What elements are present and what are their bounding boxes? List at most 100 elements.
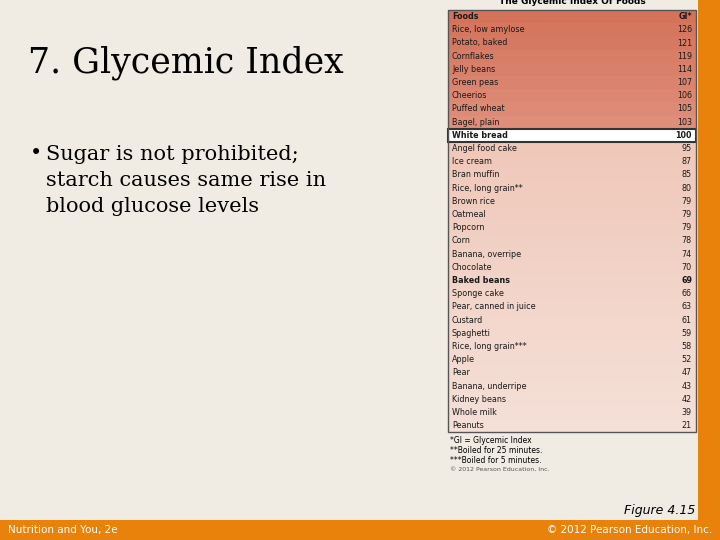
Text: 78: 78 xyxy=(682,237,692,246)
Bar xyxy=(698,0,720,540)
Text: 21: 21 xyxy=(682,421,692,430)
Text: Nutrition and You, 2e: Nutrition and You, 2e xyxy=(8,525,117,535)
Text: Angel food cake: Angel food cake xyxy=(452,144,517,153)
Text: Cheerios: Cheerios xyxy=(452,91,487,100)
Bar xyxy=(448,208,696,221)
Text: 100: 100 xyxy=(675,131,692,140)
Text: Puffed wheat: Puffed wheat xyxy=(452,105,505,113)
Bar xyxy=(448,380,696,393)
Text: 105: 105 xyxy=(677,105,692,113)
Text: 74: 74 xyxy=(682,249,692,259)
Text: Jelly beans: Jelly beans xyxy=(452,65,495,74)
Text: 121: 121 xyxy=(677,38,692,48)
Bar xyxy=(448,103,696,116)
Text: Rice, low amylose: Rice, low amylose xyxy=(452,25,524,35)
Text: Custard: Custard xyxy=(452,316,483,325)
Text: 7. Glycemic Index: 7. Glycemic Index xyxy=(28,45,343,79)
Bar xyxy=(448,314,696,327)
Bar xyxy=(448,129,696,142)
Text: Spaghetti: Spaghetti xyxy=(452,329,491,338)
Text: 85: 85 xyxy=(682,171,692,179)
Bar xyxy=(448,248,696,261)
Text: •: • xyxy=(30,143,42,163)
Text: Pear: Pear xyxy=(452,368,470,377)
Text: GI*: GI* xyxy=(678,12,692,21)
Bar xyxy=(448,50,696,63)
Text: 119: 119 xyxy=(677,52,692,60)
Text: 95: 95 xyxy=(682,144,692,153)
Text: Popcorn: Popcorn xyxy=(452,224,485,232)
Bar xyxy=(448,10,696,433)
Text: Foods: Foods xyxy=(452,12,479,21)
Text: 63: 63 xyxy=(682,302,692,312)
Text: 42: 42 xyxy=(682,395,692,404)
Text: 126: 126 xyxy=(677,25,692,35)
Text: 80: 80 xyxy=(682,184,692,193)
Text: Peanuts: Peanuts xyxy=(452,421,484,430)
Bar xyxy=(448,353,696,367)
Bar xyxy=(448,23,696,36)
Text: 70: 70 xyxy=(682,263,692,272)
Text: 59: 59 xyxy=(682,329,692,338)
Text: 69: 69 xyxy=(681,276,692,285)
Text: Cornflakes: Cornflakes xyxy=(452,52,495,60)
Text: 106: 106 xyxy=(677,91,692,100)
Bar xyxy=(448,129,696,142)
Text: Ice cream: Ice cream xyxy=(452,157,492,166)
Text: Banana, underripe: Banana, underripe xyxy=(452,382,526,391)
Text: 79: 79 xyxy=(682,210,692,219)
Bar xyxy=(448,76,696,89)
Bar xyxy=(448,142,696,155)
Text: Chocolate: Chocolate xyxy=(452,263,492,272)
Text: Bagel, plain: Bagel, plain xyxy=(452,118,500,127)
Bar xyxy=(448,393,696,406)
Bar xyxy=(448,89,696,103)
Bar xyxy=(448,63,696,76)
Bar xyxy=(448,181,696,195)
Bar xyxy=(448,221,696,234)
Text: Kidney beans: Kidney beans xyxy=(452,395,506,404)
Text: Potato, baked: Potato, baked xyxy=(452,38,508,48)
Bar xyxy=(448,327,696,340)
Bar xyxy=(448,234,696,248)
Text: *GI = Glycemic Index: *GI = Glycemic Index xyxy=(450,436,531,446)
Text: Whole milk: Whole milk xyxy=(452,408,497,417)
Bar xyxy=(448,116,696,129)
Bar xyxy=(0,520,720,540)
Text: Brown rice: Brown rice xyxy=(452,197,495,206)
Text: **Boiled for 25 minutes.: **Boiled for 25 minutes. xyxy=(450,447,542,455)
Text: Banana, overripe: Banana, overripe xyxy=(452,249,521,259)
Text: 39: 39 xyxy=(682,408,692,417)
Bar xyxy=(448,274,696,287)
Bar xyxy=(448,168,696,181)
Text: 47: 47 xyxy=(682,368,692,377)
Text: 52: 52 xyxy=(682,355,692,364)
Bar xyxy=(448,406,696,419)
Text: Apple: Apple xyxy=(452,355,475,364)
Bar xyxy=(448,367,696,380)
Text: Rice, long grain**: Rice, long grain** xyxy=(452,184,523,193)
Text: 103: 103 xyxy=(677,118,692,127)
Text: Oatmeal: Oatmeal xyxy=(452,210,487,219)
Bar xyxy=(448,419,696,433)
Text: 66: 66 xyxy=(682,289,692,298)
Text: Pear, canned in juice: Pear, canned in juice xyxy=(452,302,536,312)
Bar xyxy=(448,36,696,50)
Text: 79: 79 xyxy=(682,197,692,206)
Text: 87: 87 xyxy=(682,157,692,166)
Text: 79: 79 xyxy=(682,224,692,232)
Bar xyxy=(448,155,696,168)
Text: Baked beans: Baked beans xyxy=(452,276,510,285)
Text: White bread: White bread xyxy=(452,131,508,140)
Text: The Glycemic Index Of Foods: The Glycemic Index Of Foods xyxy=(499,0,645,6)
Bar xyxy=(448,195,696,208)
Text: Sugar is not prohibited;
starch causes same rise in
blood glucose levels: Sugar is not prohibited; starch causes s… xyxy=(46,145,326,215)
Bar xyxy=(448,300,696,314)
Bar xyxy=(448,287,696,300)
Text: 61: 61 xyxy=(682,316,692,325)
Text: Sponge cake: Sponge cake xyxy=(452,289,504,298)
Bar xyxy=(448,10,696,23)
Text: © 2012 Pearson Education, Inc.: © 2012 Pearson Education, Inc. xyxy=(546,525,712,535)
Text: 114: 114 xyxy=(677,65,692,74)
Text: ***Boiled for 5 minutes.: ***Boiled for 5 minutes. xyxy=(450,456,541,465)
